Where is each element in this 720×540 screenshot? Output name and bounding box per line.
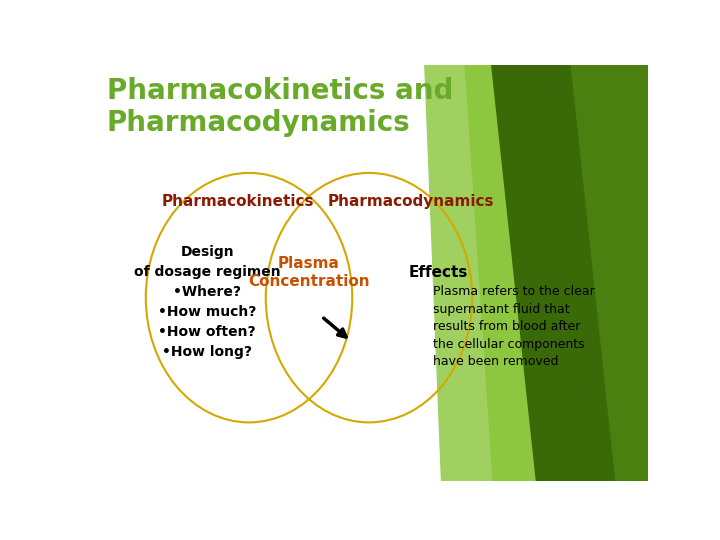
Text: Plasma
Concentration: Plasma Concentration <box>248 256 370 289</box>
Polygon shape <box>570 65 648 481</box>
Text: Pharmacodynamics: Pharmacodynamics <box>328 194 494 208</box>
Polygon shape <box>514 65 648 481</box>
Text: Pharmacokinetics: Pharmacokinetics <box>161 194 314 208</box>
Polygon shape <box>492 65 615 481</box>
Text: Design
of dosage regimen
•Where?
•How much?
•How often?
•How long?: Design of dosage regimen •Where? •How mu… <box>134 245 281 359</box>
Text: Plasma refers to the clear
supernatant fluid that
results from blood after
the c: Plasma refers to the clear supernatant f… <box>433 285 595 368</box>
Text: Effects: Effects <box>409 265 469 280</box>
Polygon shape <box>447 65 581 481</box>
Text: Pharmacokinetics and
Pharmacodynamics: Pharmacokinetics and Pharmacodynamics <box>107 77 453 137</box>
Polygon shape <box>425 65 492 481</box>
